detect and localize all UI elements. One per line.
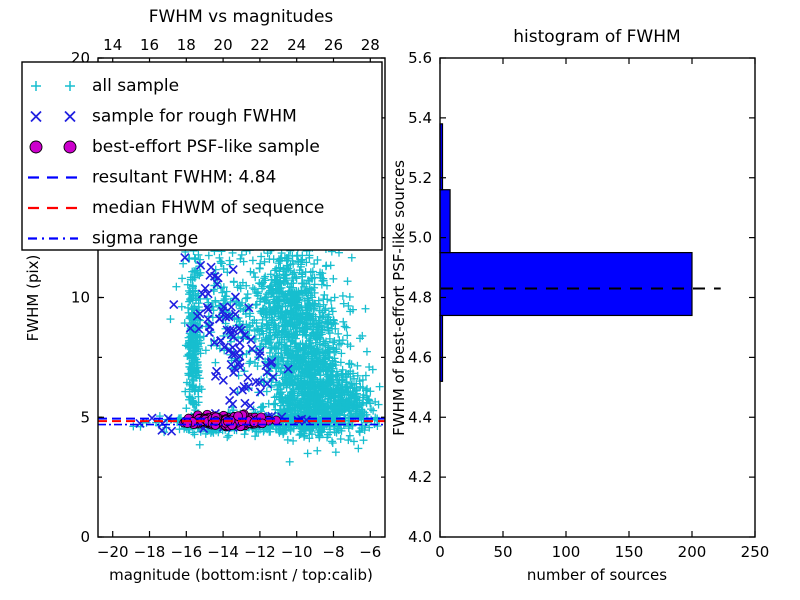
right-ytick-label: 5.4 <box>408 109 432 127</box>
legend-marker-cross-icon <box>30 110 76 123</box>
left-tick-labels: −20 −18 −16 −14 −12 −10 −8 −6 14 16 18 20 22 24 26 28 0 5… <box>71 36 381 561</box>
left-panel: FWHM vs magnitudes −20 −18 −16 −14 −12 −10 −8−… <box>24 7 386 584</box>
right-xlabel: number of sources <box>527 566 667 584</box>
right-panel-title: histogram of FWHM <box>513 27 680 47</box>
right-ytick-label: 4.8 <box>408 289 432 307</box>
right-ytick-label: 4.0 <box>408 528 432 546</box>
legend-item-2[interactable]: best-effort PSF-like sample <box>29 137 320 157</box>
histogram-bar <box>439 251 693 317</box>
left-xtick-label: −8 <box>322 543 344 561</box>
legend-label: sigma range <box>92 229 198 249</box>
legend-label: resultant FWHM: 4.84 <box>92 168 276 188</box>
legend-entries: all sample sample for rough FWHM best-effo… <box>28 76 324 249</box>
left-xtick-label: −20 <box>97 543 129 561</box>
legend: all sample sample for rough FWHM best-effo… <box>21 61 383 251</box>
left-ytick-label: 5 <box>80 408 90 426</box>
left-ylabel: FWHM (pix) <box>24 255 42 342</box>
left-xtick-label: −12 <box>244 543 276 561</box>
left-xtick-top-label: 20 <box>214 36 233 54</box>
right-ytick-label: 5.2 <box>408 169 432 187</box>
legend-item-4[interactable]: median FHWM of sequence <box>28 198 324 218</box>
right-panel: histogram of FWHM 0 50 100 150 200 250 4.0 4.2 4… <box>390 27 769 584</box>
right-ytick-label: 5.0 <box>408 229 432 247</box>
legend-marker-plus-icon <box>31 81 75 91</box>
left-xtick-top-label: 14 <box>103 36 122 54</box>
legend-item-1[interactable]: sample for rough FWHM <box>30 107 297 127</box>
right-tick-labels: 0 50 100 150 200 250 4.0 4.2 4.4 4.6 4.8 5.0 5.2 5.4 5… <box>408 49 769 561</box>
right-ytick-label: 5.6 <box>408 49 432 67</box>
left-xtick-label: −14 <box>207 543 239 561</box>
left-xtick-label: −6 <box>359 543 381 561</box>
legend-item-3[interactable]: resultant FWHM: 4.84 <box>28 168 276 188</box>
legend-label: all sample <box>92 76 179 96</box>
legend-marker-circle-icon <box>29 140 77 154</box>
left-xtick-top-label: 28 <box>361 36 380 54</box>
histogram-bar <box>439 189 451 254</box>
left-xtick-top-label: 16 <box>140 36 159 54</box>
right-ytick-label: 4.4 <box>408 408 432 426</box>
right-xtick-label: 250 <box>741 543 770 561</box>
left-xlabel: magnitude (bottom:isnt / top:calib) <box>109 566 373 584</box>
left-xtick-label: −18 <box>134 543 166 561</box>
right-xtick-label: 200 <box>678 543 707 561</box>
left-xtick-top-label: 24 <box>287 36 306 54</box>
legend-label: sample for rough FWHM <box>92 107 297 127</box>
left-ytick-label: 0 <box>80 528 90 546</box>
legend-item-0[interactable]: all sample <box>31 76 179 96</box>
right-ylabel: FWHM of best-effort PSF-like sources <box>390 160 408 436</box>
legend-label: best-effort PSF-like sample <box>92 137 320 157</box>
right-xtick-label: 100 <box>552 543 581 561</box>
left-xtick-label: −16 <box>170 543 202 561</box>
right-ytick-label: 4.2 <box>408 468 432 486</box>
right-xtick-label: 150 <box>615 543 644 561</box>
left-ytick-label: 10 <box>71 289 90 307</box>
left-xtick-label: −10 <box>281 543 313 561</box>
legend-box <box>21 61 383 251</box>
left-reference-lines <box>98 417 385 426</box>
right-ytick-label: 4.6 <box>408 348 432 366</box>
right-axis-ticks <box>439 57 756 538</box>
legend-label: median FHWM of sequence <box>92 198 324 218</box>
left-xtick-top-label: 26 <box>324 36 343 54</box>
right-xtick-label: 0 <box>435 543 445 561</box>
left-xtick-top-label: 22 <box>250 36 269 54</box>
left-panel-title: FWHM vs magnitudes <box>149 7 334 27</box>
legend-item-5[interactable]: sigma range <box>28 229 198 249</box>
right-xtick-label: 50 <box>493 543 512 561</box>
left-xtick-top-label: 18 <box>177 36 196 54</box>
